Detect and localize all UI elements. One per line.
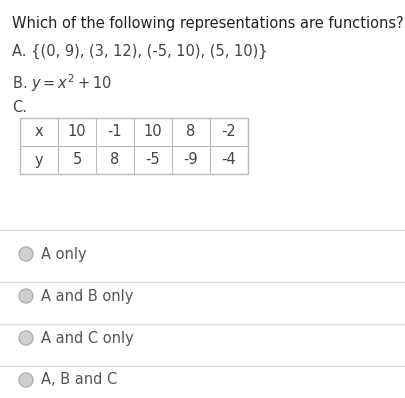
- Text: -1: -1: [107, 125, 122, 140]
- Text: 10: 10: [68, 125, 86, 140]
- Text: Which of the following representations are functions?: Which of the following representations a…: [12, 16, 403, 31]
- Text: 10: 10: [143, 125, 162, 140]
- Text: 8: 8: [110, 152, 119, 168]
- Text: A, B and C: A, B and C: [41, 373, 117, 388]
- Text: C.: C.: [12, 100, 27, 115]
- Circle shape: [19, 331, 33, 345]
- Bar: [20, 118, 247, 174]
- Text: A and C only: A and C only: [41, 330, 133, 345]
- Text: A. {(0, 9), (3, 12), (-5, 10), (5, 10)}: A. {(0, 9), (3, 12), (-5, 10), (5, 10)}: [12, 44, 267, 59]
- Text: -2: -2: [221, 125, 236, 140]
- Text: -4: -4: [221, 152, 236, 168]
- Text: x: x: [34, 125, 43, 140]
- Circle shape: [19, 247, 33, 261]
- Text: -5: -5: [145, 152, 160, 168]
- Text: 5: 5: [72, 152, 81, 168]
- Text: y: y: [34, 152, 43, 168]
- Text: -9: -9: [183, 152, 198, 168]
- Text: A and B only: A and B only: [41, 289, 133, 304]
- Text: A only: A only: [41, 246, 86, 261]
- Text: 8: 8: [186, 125, 195, 140]
- Text: B. $y = x^2 + 10$: B. $y = x^2 + 10$: [12, 72, 112, 94]
- Circle shape: [19, 289, 33, 303]
- Circle shape: [19, 373, 33, 387]
